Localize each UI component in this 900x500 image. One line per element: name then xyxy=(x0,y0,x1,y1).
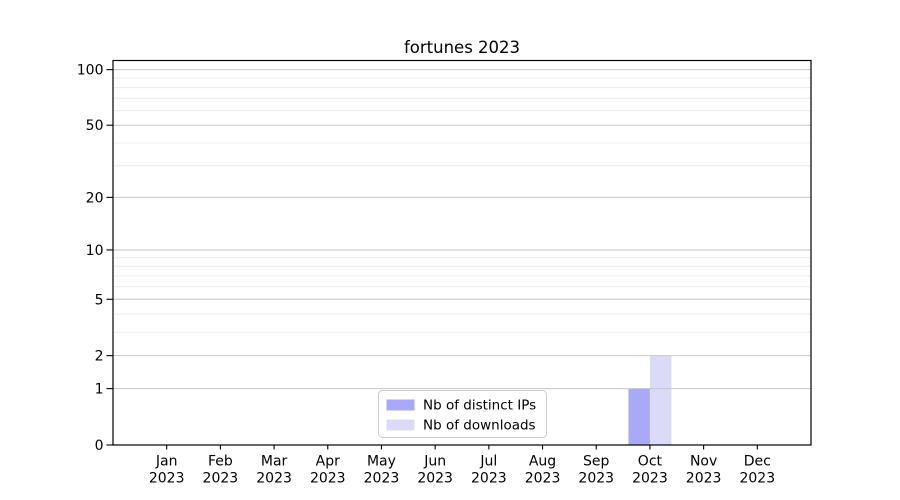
x-tick-label-year: 2023 xyxy=(203,471,239,487)
grid-layer xyxy=(113,69,811,390)
plot-border xyxy=(112,59,812,446)
tick-labels-layer: 0125102050100Jan2023Feb2023Mar2023Apr202… xyxy=(77,63,775,487)
legend: Nb of distinct IPs Nb of downloads xyxy=(378,390,547,438)
chart-title: fortunes 2023 xyxy=(404,38,520,57)
legend-swatch-distinct-ips xyxy=(386,399,415,411)
x-tick-label-month: Sep xyxy=(583,454,610,470)
bar xyxy=(628,388,650,445)
x-tick-label-month: Aug xyxy=(529,454,556,470)
legend-label-distinct-ips: Nb of distinct IPs xyxy=(423,398,536,414)
x-tick-label-month: May xyxy=(367,454,396,470)
legend-label-downloads: Nb of downloads xyxy=(423,418,536,434)
x-tick-label-year: 2023 xyxy=(310,471,346,487)
bars-layer xyxy=(628,355,672,445)
x-tick-label-month: Mar xyxy=(261,454,288,470)
x-tick-label-year: 2023 xyxy=(525,471,561,487)
x-tick-label-year: 2023 xyxy=(739,471,775,487)
x-tick-label-month: Feb xyxy=(208,454,233,470)
y-tick-label: 50 xyxy=(86,118,104,134)
x-tick-label-month: Apr xyxy=(316,454,340,470)
x-tick-label-year: 2023 xyxy=(686,471,722,487)
x-tick-label-year: 2023 xyxy=(149,471,185,487)
x-tick-label-year: 2023 xyxy=(632,471,668,487)
x-tick-label-month: Dec xyxy=(744,454,771,470)
x-tick-label-year: 2023 xyxy=(256,471,292,487)
y-tick-label: 5 xyxy=(95,292,104,308)
x-tick-label-month: Jul xyxy=(479,454,497,470)
axes-layer xyxy=(106,69,758,450)
x-tick-label-month: Oct xyxy=(638,454,663,470)
x-tick-label-year: 2023 xyxy=(471,471,507,487)
x-tick-label-month: Jan xyxy=(155,454,178,470)
y-tick-label: 1 xyxy=(95,382,104,398)
x-tick-label-year: 2023 xyxy=(417,471,453,487)
bar xyxy=(649,355,672,445)
x-tick-label-year: 2023 xyxy=(364,471,400,487)
legend-frame xyxy=(378,390,547,438)
legend-swatch-downloads xyxy=(386,419,415,431)
y-tick-label: 2 xyxy=(95,349,104,365)
x-tick-label-year: 2023 xyxy=(578,471,614,487)
y-tick-label: 10 xyxy=(86,243,104,259)
y-tick-label: 20 xyxy=(86,190,104,206)
y-tick-label: 0 xyxy=(95,438,104,454)
y-tick-label: 100 xyxy=(77,63,104,79)
x-tick-label-month: Jun xyxy=(423,454,446,470)
x-tick-label-month: Nov xyxy=(690,454,717,470)
